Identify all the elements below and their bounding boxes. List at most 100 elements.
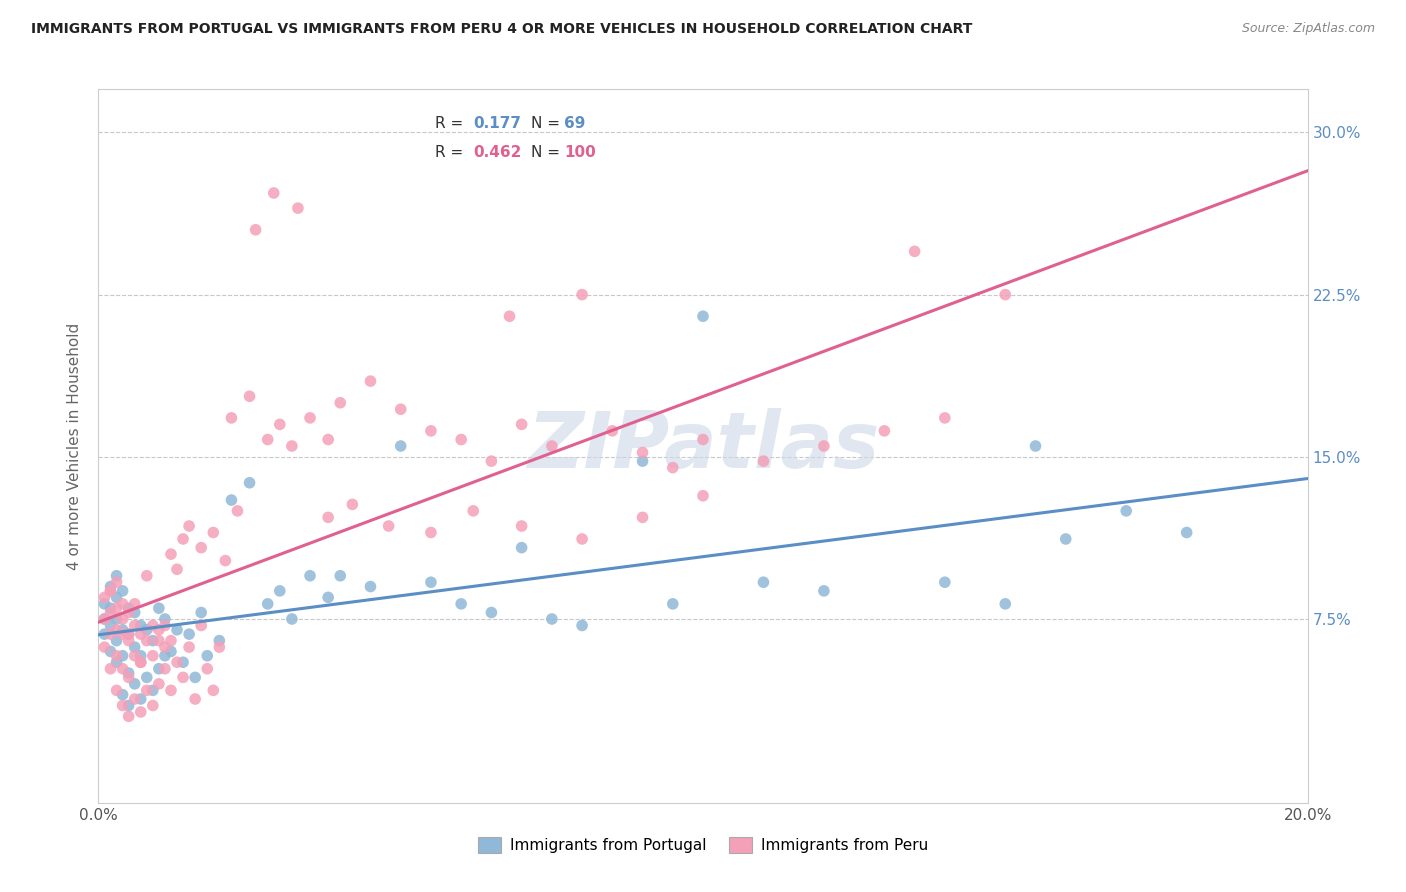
Point (692, 433, 714, 447)
Point (118, 670, 141, 684)
Point (105, 683, 128, 698)
Point (100, 662, 122, 676)
Point (93, 597, 115, 611)
Point (153, 662, 176, 676)
Text: R =: R = (434, 145, 468, 160)
Point (124, 677, 146, 691)
Point (100, 583, 122, 598)
Point (481, 454, 503, 468)
Point (571, 532, 593, 546)
Point (172, 655, 194, 669)
Text: ZIPatlas: ZIPatlas (527, 408, 879, 484)
Point (142, 633, 165, 648)
Point (256, 433, 278, 447)
Point (105, 648, 128, 663)
Point (111, 648, 134, 663)
Point (111, 627, 134, 641)
Point (111, 597, 134, 611)
Point (148, 601, 170, 615)
Point (934, 410, 956, 425)
Point (602, 424, 624, 438)
Point (100, 580, 122, 594)
Point (571, 618, 593, 632)
Point (153, 640, 176, 654)
Text: 0.462: 0.462 (474, 145, 522, 160)
Point (752, 575, 775, 590)
Point (184, 670, 207, 684)
Point (179, 640, 201, 654)
Point (904, 244, 927, 259)
Point (129, 692, 152, 706)
Point (269, 417, 291, 432)
Point (281, 439, 304, 453)
Point (153, 618, 176, 632)
Point (813, 583, 835, 598)
Point (1115, 504, 1137, 518)
Point (118, 709, 141, 723)
Point (540, 439, 562, 453)
Point (389, 402, 412, 417)
Point (342, 497, 364, 511)
Point (153, 648, 176, 663)
Point (661, 597, 683, 611)
Point (245, 223, 267, 237)
Point (873, 424, 896, 438)
Point (105, 623, 128, 637)
Point (813, 439, 835, 453)
Point (631, 510, 654, 524)
Point (111, 688, 134, 702)
Point (105, 568, 128, 582)
Point (93, 640, 115, 654)
Point (316, 510, 339, 524)
Point (184, 692, 207, 706)
Point (100, 606, 122, 620)
Point (329, 568, 352, 582)
Point (190, 618, 212, 632)
Point (172, 670, 194, 684)
Point (299, 568, 322, 582)
Point (93, 627, 115, 641)
Point (450, 433, 472, 447)
Point (100, 618, 122, 632)
Point (377, 519, 399, 533)
Point (124, 640, 146, 654)
Point (129, 648, 152, 663)
Point (481, 606, 503, 620)
Point (153, 612, 176, 626)
Point (118, 606, 141, 620)
Point (166, 655, 188, 669)
Point (269, 583, 291, 598)
Point (221, 410, 243, 425)
Point (195, 648, 218, 663)
Point (93, 591, 115, 605)
Text: 0.177: 0.177 (474, 117, 522, 131)
Point (118, 666, 141, 681)
Point (256, 597, 278, 611)
Point (124, 648, 146, 663)
Point (105, 633, 128, 648)
Point (160, 633, 183, 648)
Text: IMMIGRANTS FROM PORTUGAL VS IMMIGRANTS FROM PERU 4 OR MORE VEHICLES IN HOUSEHOLD: IMMIGRANTS FROM PORTUGAL VS IMMIGRANTS F… (31, 22, 973, 37)
Point (208, 640, 231, 654)
Point (692, 489, 714, 503)
Point (239, 389, 262, 403)
Point (214, 553, 236, 567)
Point (100, 601, 122, 615)
Point (135, 683, 157, 698)
Point (142, 698, 165, 713)
Point (129, 655, 152, 669)
Point (299, 410, 322, 425)
Point (105, 591, 128, 605)
Point (135, 623, 157, 637)
Point (420, 424, 443, 438)
Point (202, 525, 225, 540)
Point (129, 705, 152, 719)
Point (142, 648, 165, 663)
Point (498, 310, 520, 324)
Point (135, 670, 157, 684)
Point (179, 627, 201, 641)
Text: N =: N = (531, 145, 565, 160)
Point (994, 287, 1017, 301)
Point (510, 519, 533, 533)
Point (631, 454, 654, 468)
